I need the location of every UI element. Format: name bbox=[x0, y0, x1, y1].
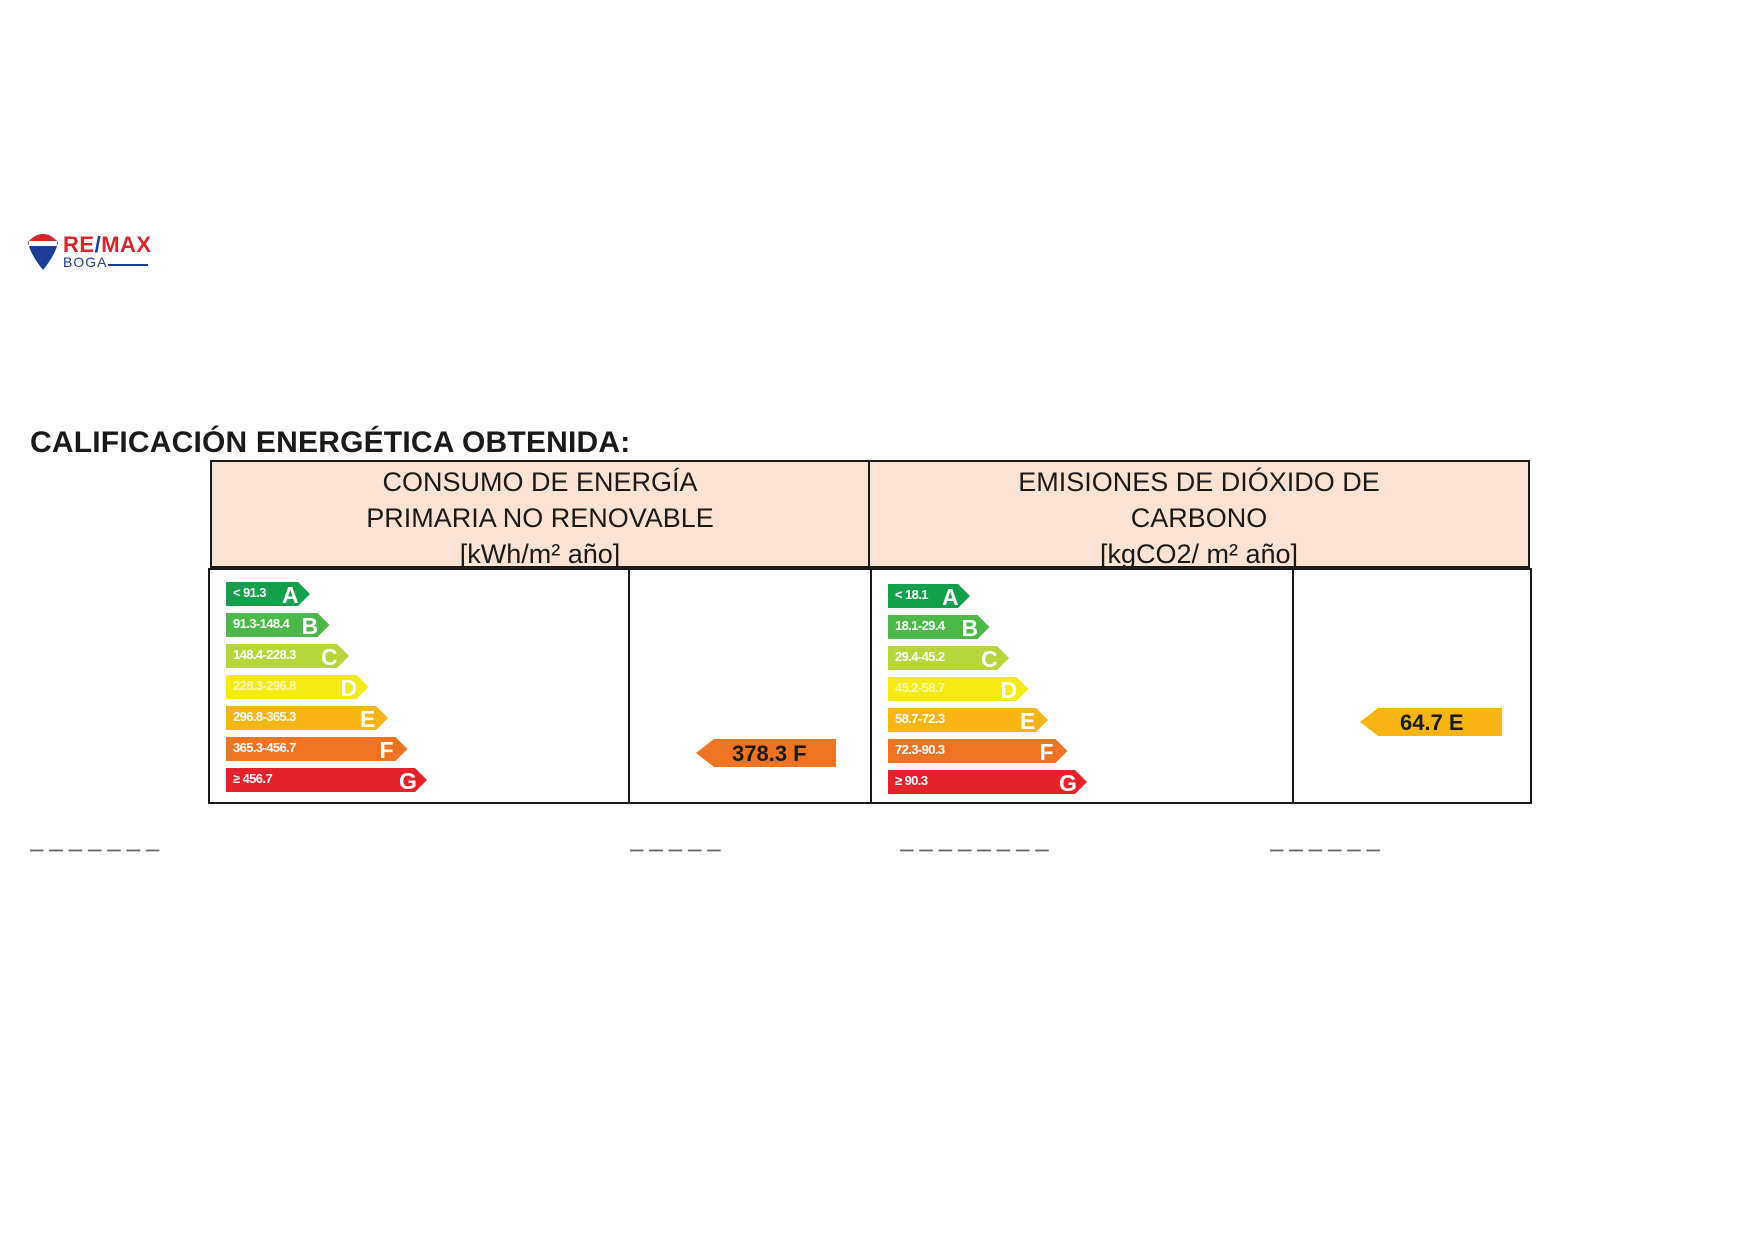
header-unit: [kgCO2/ m² año] bbox=[1099, 539, 1299, 569]
header-line: EMISIONES DE DIÓXIDO DE bbox=[1018, 467, 1380, 497]
rating-bar-letter: D bbox=[340, 675, 358, 701]
rating-bar-letter: F bbox=[379, 737, 394, 763]
logo-wordmark: RE/MAX bbox=[63, 232, 152, 257]
balloon-icon bbox=[28, 234, 58, 270]
rating-bar-shape bbox=[226, 768, 427, 792]
rating-bar-shape bbox=[888, 739, 1068, 763]
rating-bar-shape bbox=[226, 644, 349, 668]
rating-bar-shape bbox=[888, 584, 970, 608]
rating-bar-letter: C bbox=[321, 644, 338, 670]
rating-bar-shape bbox=[226, 675, 369, 699]
divider bbox=[628, 570, 630, 802]
rating-bar-range: 228.3-296.8 bbox=[233, 678, 296, 693]
rating-bar-range: < 18.1 bbox=[895, 587, 929, 602]
rating-bar-range: 29.4-45.2 bbox=[895, 649, 945, 664]
rating-bar-letter: F bbox=[1039, 739, 1054, 765]
rating-bar-shape bbox=[888, 677, 1029, 701]
rating-bar-a: < 91.3 A bbox=[226, 582, 312, 608]
logo-underline bbox=[108, 264, 148, 266]
divider bbox=[1292, 570, 1294, 802]
co2-emissions-header: EMISIONES DE DIÓXIDO DE CARBONO [kgCO2/ … bbox=[870, 462, 1528, 569]
rating-bar-letter: D bbox=[1000, 677, 1018, 703]
co2-rating-indicator: 64.7 E bbox=[1360, 708, 1502, 736]
rating-bar-letter: A bbox=[942, 584, 959, 610]
header-line: CARBONO bbox=[1130, 503, 1268, 533]
rating-bar-shape bbox=[888, 770, 1087, 794]
rating-table-header: CONSUMO DE ENERGÍA PRIMARIA NO RENOVABLE… bbox=[210, 460, 1530, 569]
rating-bar-b: 18.1-29.4 B bbox=[888, 615, 992, 641]
rating-bar-shape bbox=[888, 615, 990, 639]
rating-bar-g: ≥ 90.3 G bbox=[888, 770, 1089, 796]
rating-arrow-shape bbox=[696, 739, 836, 767]
energy-rating-indicator: 378.3 F bbox=[696, 739, 836, 767]
rating-bar-range: 72.3-90.3 bbox=[895, 742, 945, 757]
rating-bar-letter: B bbox=[301, 613, 319, 639]
rating-bar-range: 45.2-58.7 bbox=[895, 680, 945, 695]
rating-bar-shape bbox=[226, 582, 310, 606]
energy-consumption-header: CONSUMO DE ENERGÍA PRIMARIA NO RENOVABLE… bbox=[212, 462, 870, 569]
rating-bar-range: ≥ 90.3 bbox=[895, 773, 928, 788]
rating-bar-range: 296.8-365.3 bbox=[233, 709, 296, 724]
rating-bar-d: 228.3-296.8 D bbox=[226, 675, 371, 701]
rating-bar-letter: E bbox=[360, 706, 376, 732]
rating-bar-shape bbox=[888, 646, 1009, 670]
rating-bar-letter: E bbox=[1020, 708, 1036, 734]
rating-bar-b: 91.3-148.4 B bbox=[226, 613, 332, 639]
rating-bar-range: 58.7-72.3 bbox=[895, 711, 945, 726]
header-line: CONSUMO DE ENERGÍA bbox=[382, 467, 698, 497]
rating-bar-g: ≥ 456.7 G bbox=[226, 768, 429, 794]
rating-bar-range: 18.1-29.4 bbox=[895, 618, 945, 633]
divider bbox=[870, 570, 872, 802]
header-unit: [kWh/m² año] bbox=[459, 539, 621, 569]
rating-bar-c: 148.4-228.3 C bbox=[226, 644, 351, 670]
energy-rating-value: 378.3 F bbox=[732, 741, 807, 766]
remax-boga-logo: RE/MAX BOGA bbox=[26, 230, 156, 272]
rating-bar-f: 72.3-90.3 F bbox=[888, 739, 1070, 765]
rating-bar-shape bbox=[226, 706, 388, 730]
rating-bar-e: 58.7-72.3 E bbox=[888, 708, 1050, 734]
rating-bar-letter: B bbox=[961, 615, 979, 641]
rating-bar-shape bbox=[888, 708, 1048, 732]
rating-bar-shape bbox=[226, 737, 408, 761]
rating-arrow-shape bbox=[1360, 708, 1502, 736]
rating-bar-shape bbox=[226, 613, 330, 637]
rating-bar-range: ≥ 456.7 bbox=[233, 771, 273, 786]
rating-bar-range: 365.3-456.7 bbox=[233, 740, 296, 755]
rating-bar-letter: A bbox=[282, 582, 299, 608]
rating-bar-range: 91.3-148.4 bbox=[233, 616, 290, 631]
rating-bar-c: 29.4-45.2 C bbox=[888, 646, 1011, 672]
clipped-footnote-line: ━ ━ ━ ━ ━ ━ ━ ━ ━ ━ ━ ━ ━ ━ ━ ━ ━ ━ ━ ━ … bbox=[30, 846, 1600, 856]
rating-bar-range: < 91.3 bbox=[233, 585, 267, 600]
rating-bar-letter: G bbox=[399, 768, 417, 794]
rating-bar-range: 148.4-228.3 bbox=[233, 647, 296, 662]
logo-office: BOGA bbox=[63, 254, 108, 270]
header-line: PRIMARIA NO RENOVABLE bbox=[366, 503, 714, 533]
rating-bar-d: 45.2-58.7 D bbox=[888, 677, 1031, 703]
rating-bar-letter: C bbox=[981, 646, 998, 672]
rating-bar-e: 296.8-365.3 E bbox=[226, 706, 390, 732]
rating-bar-letter: G bbox=[1059, 770, 1077, 796]
co2-rating-value: 64.7 E bbox=[1400, 710, 1464, 735]
rating-bar-f: 365.3-456.7 F bbox=[226, 737, 410, 763]
rating-bar-a: < 18.1 A bbox=[888, 584, 972, 610]
page-heading: CALIFICACIÓN ENERGÉTICA OBTENIDA: bbox=[30, 426, 631, 459]
rating-table-body: < 91.3 A 91.3-148.4 B 148.4-228.3 C 228.3-296.… bbox=[208, 568, 1532, 804]
